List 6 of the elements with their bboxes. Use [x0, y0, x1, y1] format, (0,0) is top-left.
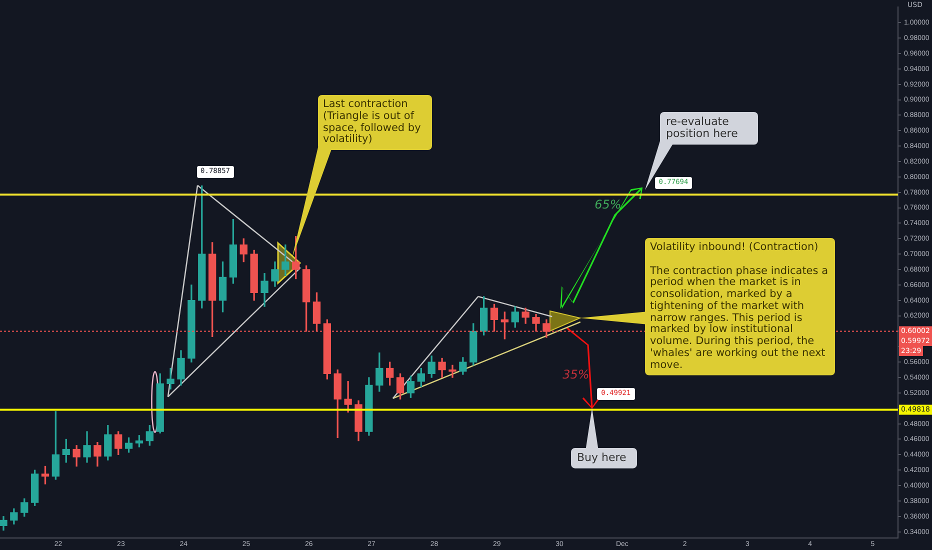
- annotation: Buy here: [571, 448, 637, 468]
- annotation: re-evaluate position here: [660, 112, 758, 145]
- text: Volatility inbound! (Contraction) The contraction phase indicates a period when the market is in consolidation, marked by a tightening of the market with narrow ranges. This period is marked by low institutional volume. During this period, the 'whales' are working out the next move.: [650, 241, 828, 370]
- annotation: 35%: [562, 367, 590, 382]
- annotation: 65%: [594, 197, 622, 212]
- annotation: Last contraction (Triangle is out of space, followed by volatility): [318, 95, 432, 150]
